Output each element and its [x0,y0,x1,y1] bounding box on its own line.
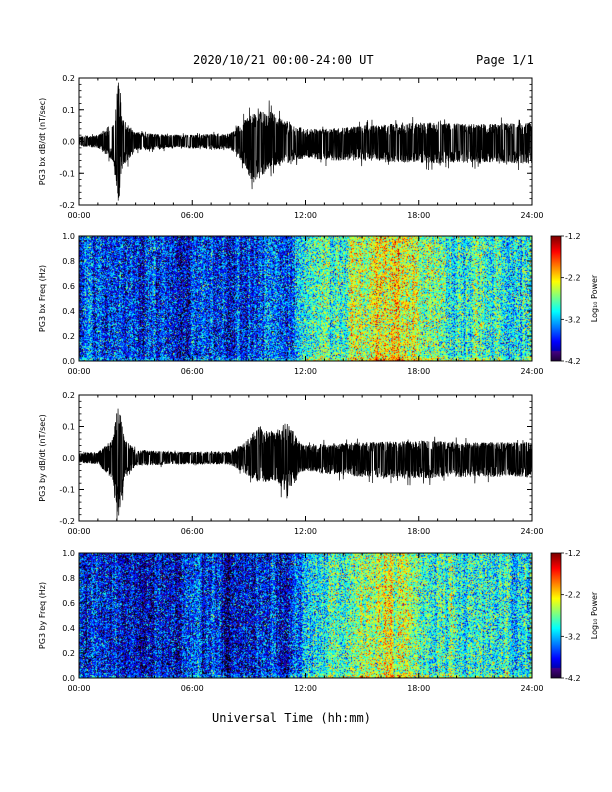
spectrogram-image [79,236,532,361]
y-axis-label: PG3 by Freq (Hz) [38,582,47,649]
x-tick-label: 18:00 [407,367,430,376]
y-tick-label: 0.0 [62,674,75,683]
y-tick-label: -0.1 [59,486,75,495]
y-tick-label: 0.8 [62,574,75,583]
x-tick-label: 24:00 [520,367,543,376]
series-line [79,82,532,201]
x-tick-label: 18:00 [407,684,430,693]
plot-frame [78,552,533,679]
x-tick-label: 00:00 [67,527,90,536]
colorbar-tick-label: -4.2 [565,357,581,366]
colorbar-frame [550,552,562,679]
y-tick-label: 0.2 [62,391,75,400]
colorbar [551,553,561,678]
x-tick-label: 00:00 [67,684,90,693]
spectrogram-image [79,553,532,678]
colorbar-tick-label: -3.2 [565,315,581,324]
x-tick-label: 18:00 [407,211,430,220]
x-tick-label: 12:00 [294,211,317,220]
x-tick-label: 24:00 [520,211,543,220]
colorbar-label: Log₁₀ Power [590,591,599,639]
y-tick-label: 0.1 [62,423,75,432]
colorbar-tick-label: -2.2 [565,274,581,283]
page-title: 2020/10/21 00:00-24:00 UT [193,53,374,67]
colorbar-tick-label: -3.2 [565,632,581,641]
colorbar-tick-label: -2.2 [565,591,581,600]
y-tick-label: 0.2 [62,332,75,341]
x-tick-label: 06:00 [181,211,204,220]
x-tick-label: 06:00 [181,684,204,693]
colorbar-tick-label: -4.2 [565,674,581,683]
x-axis-label: Universal Time (hh:mm) [212,711,371,725]
x-tick-label: 00:00 [67,211,90,220]
series-line [79,408,532,521]
y-tick-label: 0.8 [62,257,75,266]
x-tick-label: 06:00 [181,527,204,536]
y-tick-label: 1.0 [62,232,75,241]
y-axis-label: PG3 by dB/dt (nT/sec) [38,414,47,501]
x-tick-label: 12:00 [294,684,317,693]
y-tick-label: 0.0 [62,357,75,366]
x-tick-label: 12:00 [294,527,317,536]
x-tick-label: 06:00 [181,367,204,376]
y-axis-label: PG3 bx Freq (Hz) [38,265,47,332]
page-number: Page 1/1 [476,53,534,67]
y-tick-label: 0.0 [62,138,75,147]
plot-frame [78,77,533,206]
colorbar-frame [550,235,562,362]
y-tick-label: 0.4 [62,624,75,633]
y-tick-label: 0.4 [62,307,75,316]
colorbar-label: Log₁₀ Power [590,274,599,322]
x-tick-label: 24:00 [520,527,543,536]
plot-frame [78,235,533,362]
y-tick-label: -0.2 [59,201,75,210]
colorbar-tick-label: -1.2 [565,232,581,241]
x-tick-label: 18:00 [407,527,430,536]
x-tick-label: 12:00 [294,367,317,376]
y-axis-label: PG3 bx dB/dt (nT/sec) [38,98,47,185]
y-tick-label: 0.2 [62,649,75,658]
y-tick-label: -0.2 [59,517,75,526]
colorbar-tick-label: -1.2 [565,549,581,558]
colorbar [551,236,561,361]
y-tick-label: 0.6 [62,599,75,608]
x-tick-label: 24:00 [520,684,543,693]
y-tick-label: -0.1 [59,169,75,178]
y-tick-label: 0.2 [62,74,75,83]
y-tick-label: 0.6 [62,282,75,291]
x-tick-label: 00:00 [67,367,90,376]
plot-frame [78,394,533,522]
y-tick-label: 0.0 [62,454,75,463]
y-tick-label: 0.1 [62,106,75,115]
y-tick-label: 1.0 [62,549,75,558]
